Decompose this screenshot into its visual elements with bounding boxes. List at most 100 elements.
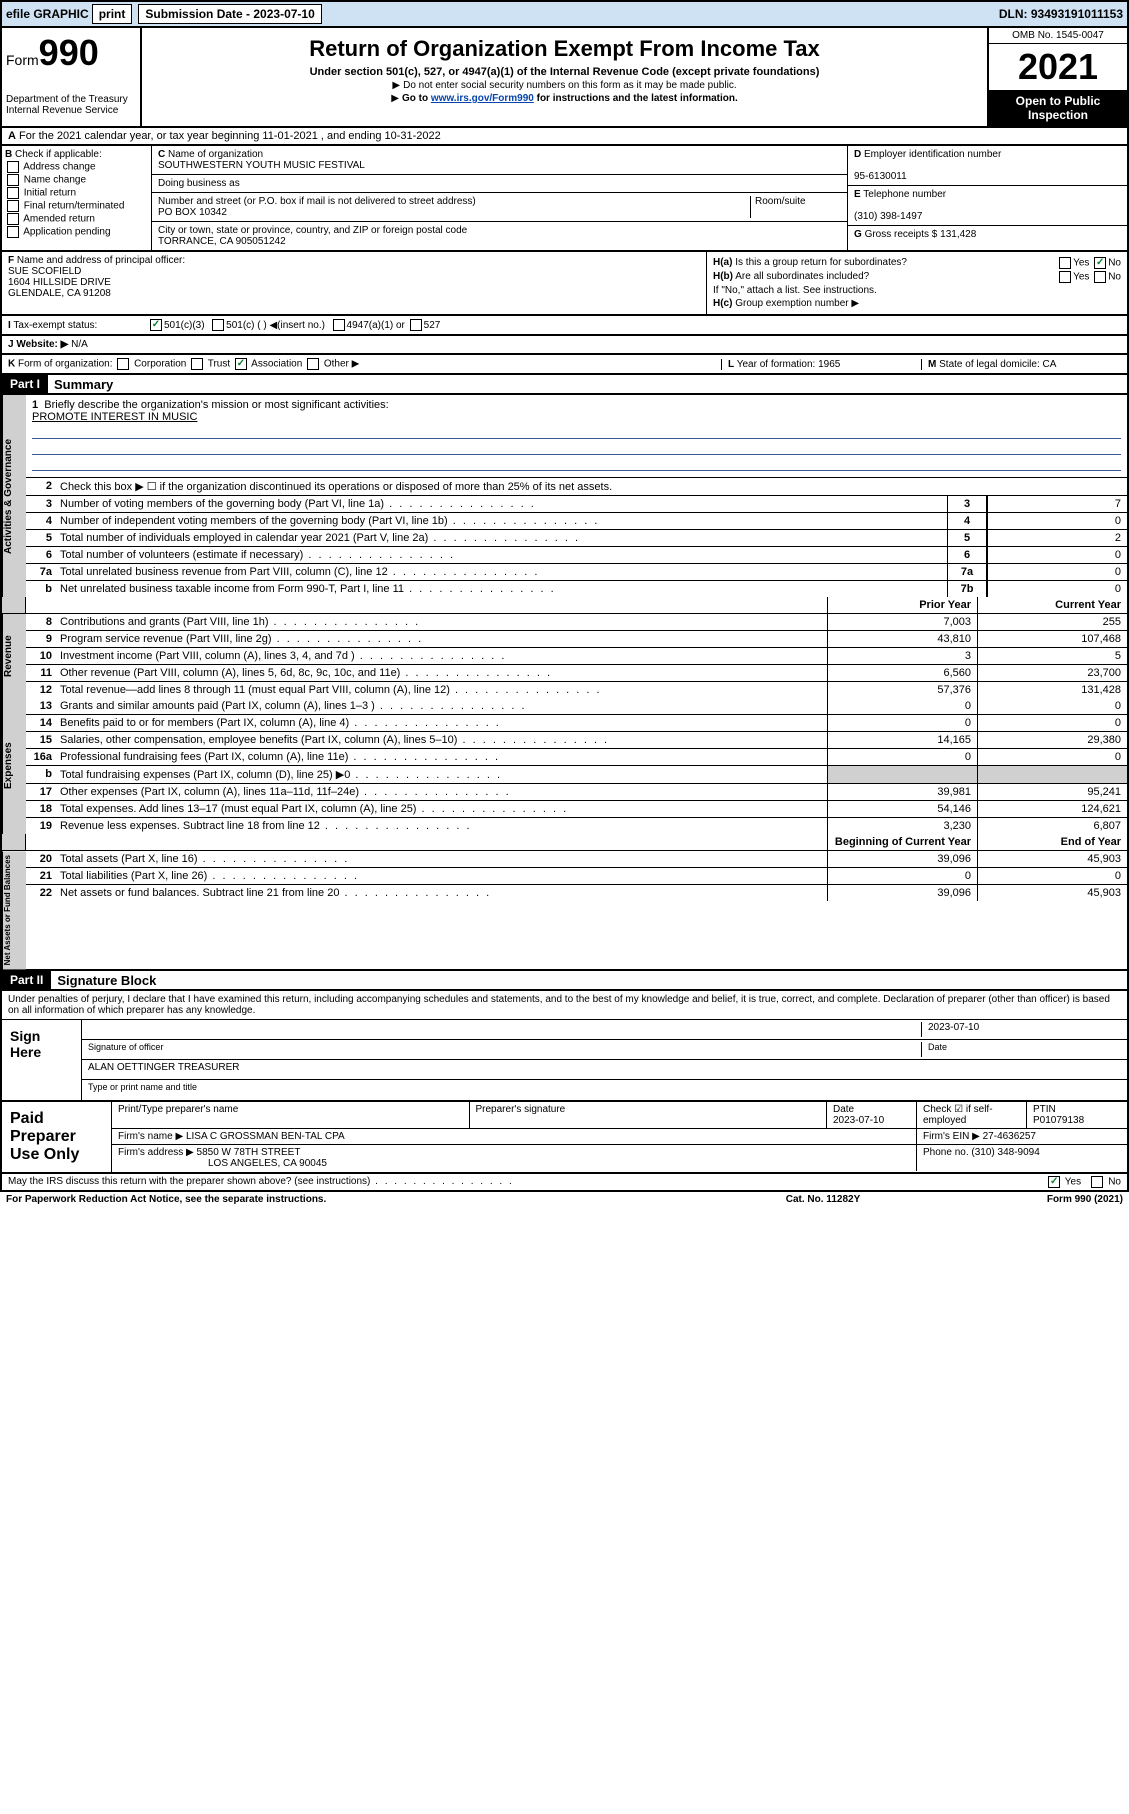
gross-label: Gross receipts $ [865, 229, 938, 240]
m-label: State of legal domicile: [939, 359, 1040, 370]
summary-line: 8Contributions and grants (Part VIII, li… [26, 614, 1127, 631]
summary-line: 11Other revenue (Part VIII, column (A), … [26, 665, 1127, 682]
firm-addr-label: Firm's address ▶ [118, 1147, 194, 1158]
officer-name-title: ALAN OETTINGER TREASURER [88, 1062, 240, 1077]
summary-line: bTotal fundraising expenses (Part IX, co… [26, 766, 1127, 784]
firm-addr1: 5850 W 78TH STREET [197, 1147, 301, 1158]
ptin-label: PTIN [1033, 1104, 1056, 1115]
firm-name-label: Firm's name ▶ [118, 1131, 183, 1142]
side-expenses: Expenses [2, 698, 26, 834]
arrow-icon [392, 80, 403, 91]
print-button[interactable]: print [92, 4, 133, 24]
omb-number: OMB No. 1545-0047 [989, 28, 1127, 44]
self-employed: Check ☑ if self-employed [917, 1102, 1027, 1128]
preparer-name-label: Print/Type preparer's name [112, 1102, 470, 1128]
checkbox-address[interactable] [7, 161, 19, 173]
tax-year-range: For the 2021 calendar year, or tax year … [19, 130, 441, 142]
row-j: J Website: ▶ N/A [0, 336, 1129, 355]
paid-label: Paid Preparer Use Only [2, 1102, 112, 1172]
tax-year: 2021 [989, 44, 1127, 90]
officer-addr2: GLENDALE, CA 91208 [8, 288, 111, 299]
part1-header: Part I Summary [0, 375, 1129, 395]
form-number: 990 [39, 32, 99, 73]
officer-addr1: 1604 HILLSIDE DRIVE [8, 277, 111, 288]
summary-line: 21Total liabilities (Part X, line 26)00 [26, 868, 1127, 885]
summary-line: 15Salaries, other compensation, employee… [26, 732, 1127, 749]
goto-post: for instructions and the latest informat… [534, 93, 738, 104]
ck-trust[interactable] [191, 358, 203, 370]
summary-line: 20Total assets (Part X, line 16)39,09645… [26, 851, 1127, 868]
footer: For Paperwork Reduction Act Notice, see … [0, 1192, 1129, 1207]
ck-501c3[interactable] [150, 319, 162, 331]
part2-header: Part II Signature Block [0, 971, 1129, 991]
street-label: Number and street (or P.O. box if mail i… [158, 196, 476, 207]
summary-line: 13Grants and similar amounts paid (Part … [26, 698, 1127, 715]
i-label: Tax-exempt status: [13, 320, 97, 331]
checkbox-pending[interactable] [7, 226, 19, 238]
checkbox-final[interactable] [7, 200, 19, 212]
ssn-notice: Do not enter social security numbers on … [403, 80, 736, 91]
prep-date: 2023-07-10 [833, 1115, 884, 1126]
sig-officer-field[interactable] [88, 1022, 921, 1037]
year-formation: 1965 [818, 359, 840, 370]
gov-line: 3Number of voting members of the governi… [26, 496, 1127, 513]
website-label: Website: ▶ [16, 339, 68, 350]
ha-yes[interactable] [1059, 257, 1071, 269]
name-title-label: Type or print name and title [88, 1082, 197, 1098]
col-c: C Name of organizationSOUTHWESTERN YOUTH… [152, 146, 847, 250]
ck-assoc[interactable] [235, 358, 247, 370]
ck-501c[interactable] [212, 319, 224, 331]
room-label: Room/suite [755, 196, 806, 207]
ck-4947[interactable] [333, 319, 345, 331]
dln: DLN: 93493191011153 [999, 7, 1123, 21]
phone: (310) 398-1497 [854, 211, 922, 222]
part2-title: Signature Block [51, 973, 156, 988]
side-governance: Activities & Governance [2, 395, 26, 597]
sign-here: Sign Here [2, 1020, 82, 1100]
hb-no[interactable] [1094, 271, 1106, 283]
irs-link[interactable]: www.irs.gov/Form990 [431, 93, 534, 104]
ck-other[interactable] [307, 358, 319, 370]
ck-527[interactable] [410, 319, 422, 331]
summary-line: 16aProfessional fundraising fees (Part I… [26, 749, 1127, 766]
l-label: Year of formation: [737, 359, 816, 370]
row-k: K Form of organization: Corporation Trus… [0, 355, 1129, 375]
col-beginning: Beginning of Current Year [827, 834, 977, 850]
cat-no: Cat. No. 11282Y [723, 1194, 923, 1205]
firm-name: LISA C GROSSMAN BEN-TAL CPA [186, 1131, 345, 1142]
summary-line: 19Revenue less expenses. Subtract line 1… [26, 818, 1127, 834]
hb-label: Are all subordinates included? [735, 271, 869, 282]
summary-line: 10Investment income (Part VIII, column (… [26, 648, 1127, 665]
c-name-label: Name of organization [168, 149, 263, 160]
date-label: Date [921, 1042, 1121, 1057]
header-right: OMB No. 1545-0047 2021 Open to Public In… [987, 28, 1127, 126]
firm-ein: 27-4636257 [983, 1131, 1036, 1142]
discuss-no[interactable] [1091, 1176, 1103, 1188]
mission-label: Briefly describe the organization's miss… [44, 399, 388, 411]
checkbox-initial[interactable] [7, 187, 19, 199]
checkbox-name[interactable] [7, 174, 19, 186]
gov-line: 7aTotal unrelated business revenue from … [26, 564, 1127, 581]
form-ref: Form 990 (2021) [923, 1194, 1123, 1205]
officer-name: SUE SCOFIELD [8, 266, 81, 277]
open-public: Open to Public Inspection [989, 90, 1127, 126]
summary-line: 12Total revenue—add lines 8 through 11 (… [26, 682, 1127, 698]
col-d: D Employer identification number95-61300… [847, 146, 1127, 250]
discuss-yes[interactable] [1048, 1176, 1060, 1188]
summary-line: 18Total expenses. Add lines 13–17 (must … [26, 801, 1127, 818]
gross-receipts: 131,428 [940, 229, 976, 240]
discuss-row: May the IRS discuss this return with the… [0, 1174, 1129, 1192]
ein: 95-6130011 [854, 171, 907, 182]
gov-line: 6Total number of volunteers (estimate if… [26, 547, 1127, 564]
ck-corp[interactable] [117, 358, 129, 370]
form-header: Form990 Department of the Treasury Inter… [0, 28, 1129, 128]
ha-no[interactable] [1094, 257, 1106, 269]
checkbox-amended[interactable] [7, 213, 19, 225]
gov-line: 5Total number of individuals employed in… [26, 530, 1127, 547]
header-mid: Return of Organization Exempt From Incom… [142, 28, 987, 126]
paperwork-notice: For Paperwork Reduction Act Notice, see … [6, 1194, 723, 1205]
hb-yes[interactable] [1059, 271, 1071, 283]
col-h: H(a) Is this a group return for subordin… [707, 252, 1127, 314]
k-label: Form of organization: [18, 359, 113, 370]
part2-hdr: Part II [2, 971, 51, 989]
